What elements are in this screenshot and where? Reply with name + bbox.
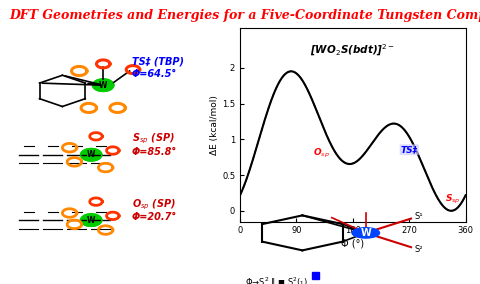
Circle shape bbox=[352, 228, 380, 238]
Text: S$_{sp}$ (SP): S$_{sp}$ (SP) bbox=[132, 132, 175, 146]
Polygon shape bbox=[93, 79, 114, 91]
Text: Φ=85.8°: Φ=85.8° bbox=[132, 147, 177, 157]
Text: W: W bbox=[99, 81, 108, 90]
Text: [WO$_2$S(bdt)]$^{2-}$: [WO$_2$S(bdt)]$^{2-}$ bbox=[310, 43, 396, 58]
Text: S$_{sp}$: S$_{sp}$ bbox=[445, 193, 461, 206]
Bar bbox=[312, 272, 319, 279]
Text: DFT Geometries and Energies for a Five-Coordinate Tungsten Complex: DFT Geometries and Energies for a Five-C… bbox=[10, 9, 480, 22]
Text: W: W bbox=[87, 216, 96, 225]
Polygon shape bbox=[81, 149, 102, 161]
Polygon shape bbox=[81, 214, 102, 226]
Text: O$_{sp}$ (SP): O$_{sp}$ (SP) bbox=[132, 197, 176, 212]
Text: W: W bbox=[87, 150, 96, 159]
X-axis label: Φ (°): Φ (°) bbox=[341, 238, 364, 248]
Text: TS‡: TS‡ bbox=[401, 145, 418, 154]
Text: S²: S² bbox=[415, 245, 423, 254]
Text: Φ=64.5°: Φ=64.5° bbox=[132, 69, 177, 79]
Text: TS‡ (TBP): TS‡ (TBP) bbox=[132, 56, 184, 66]
Text: S¹: S¹ bbox=[415, 212, 423, 220]
Text: O$_{sp}$: O$_{sp}$ bbox=[313, 147, 330, 160]
Text: Φ→S$^2$ ‖ ◼ S$^2$(₁): Φ→S$^2$ ‖ ◼ S$^2$(₁) bbox=[244, 275, 307, 284]
Text: Φ=20.7°: Φ=20.7° bbox=[132, 212, 177, 222]
Y-axis label: ΔE (kcal/mol): ΔE (kcal/mol) bbox=[210, 95, 219, 155]
Text: W: W bbox=[360, 228, 371, 238]
